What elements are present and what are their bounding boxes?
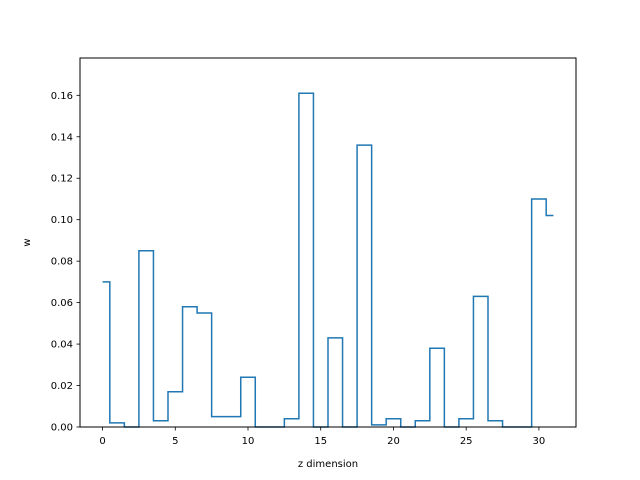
x-tick-label: 15 xyxy=(314,436,327,447)
x-axis-label: z dimension xyxy=(298,459,358,470)
x-tick-label: 25 xyxy=(460,436,473,447)
x-tick-label: 5 xyxy=(172,436,178,447)
y-tick-label: 0.02 xyxy=(51,381,73,392)
y-tick-label: 0.00 xyxy=(51,423,73,434)
plot-area xyxy=(102,92,554,428)
x-tick-label: 10 xyxy=(242,436,255,447)
y-tick-label: 0.06 xyxy=(51,298,73,309)
y-axis-label: w xyxy=(22,238,33,246)
axes-frame xyxy=(79,57,577,428)
x-tick-label: 20 xyxy=(387,436,400,447)
x-tick-label: 0 xyxy=(99,436,105,447)
series-line-0 xyxy=(102,92,554,428)
y-tick-label: 0.10 xyxy=(51,215,73,226)
y-tick-label: 0.08 xyxy=(51,257,73,268)
x-tick-label: 30 xyxy=(533,436,546,447)
y-tick-label: 0.12 xyxy=(51,174,73,185)
axis-ticks: 0 5 10 15 20 25 30 0.00 0.02 0.04 0.06 0.08 0.10 0.12… xyxy=(51,91,546,447)
y-tick-label: 0.04 xyxy=(51,340,73,351)
y-tick-label: 0.16 xyxy=(51,91,73,102)
y-tick-label: 0.14 xyxy=(51,132,73,143)
